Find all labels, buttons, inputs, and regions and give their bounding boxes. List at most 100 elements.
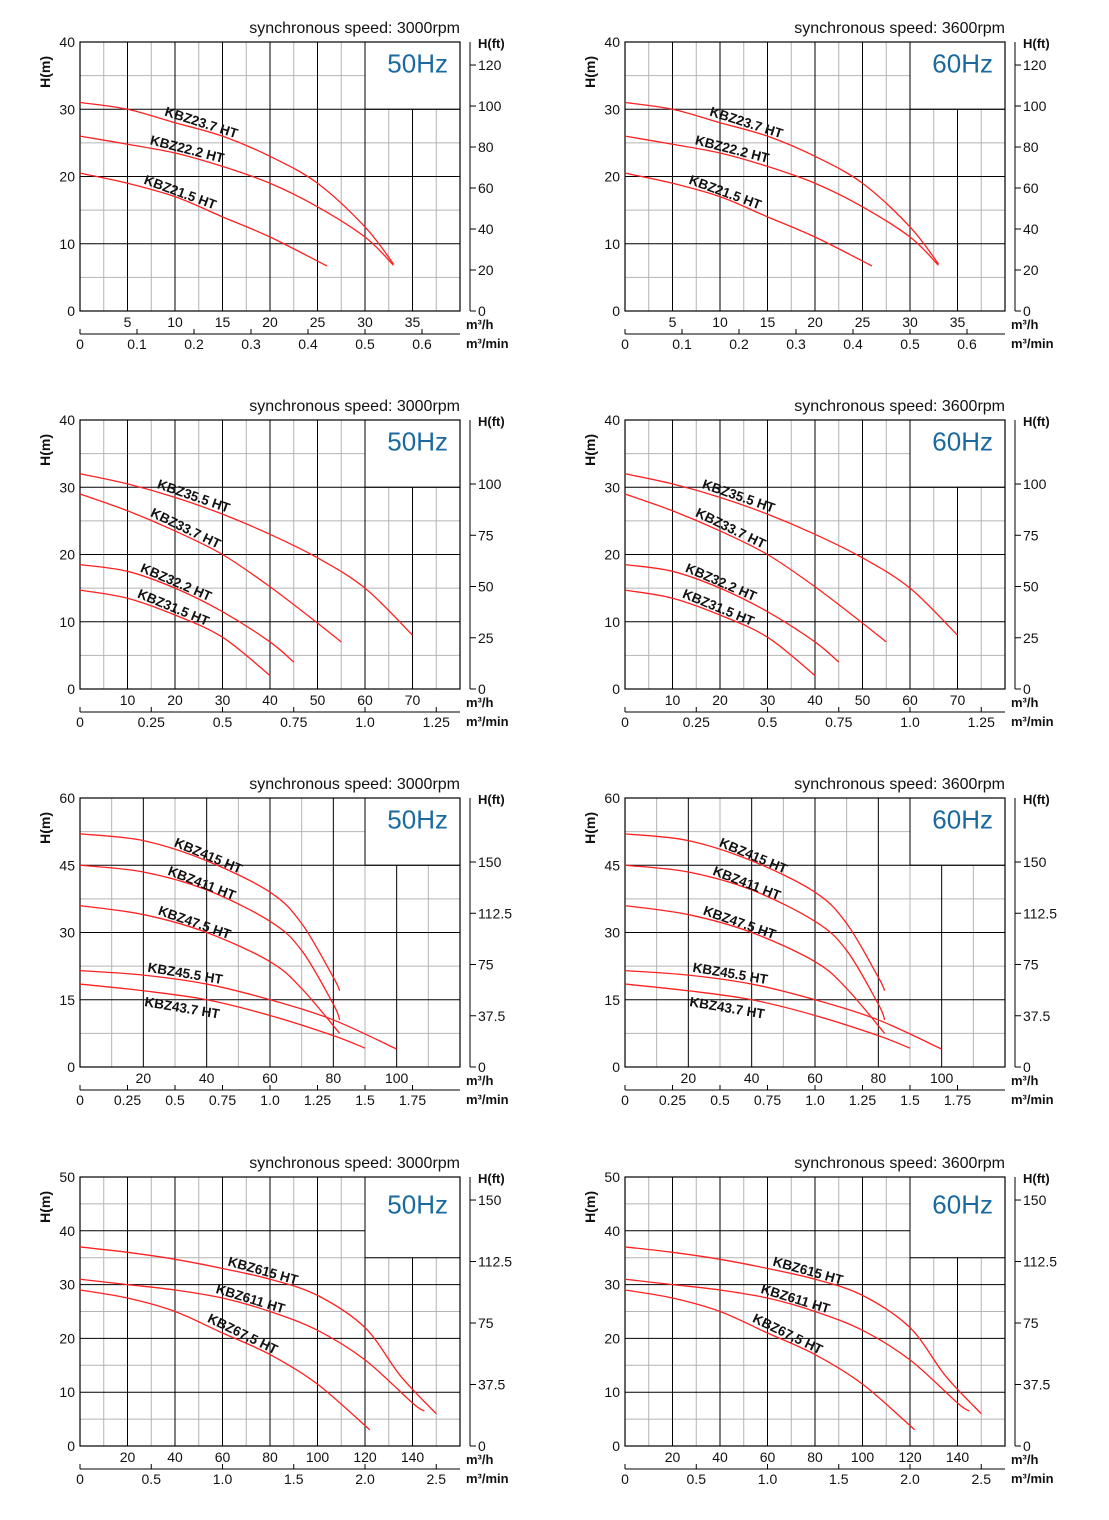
curve-label: KBZ615 HT bbox=[771, 1254, 845, 1288]
x-tick-label: 20 bbox=[120, 1449, 136, 1465]
x-unit2-label: m³/min bbox=[466, 1092, 509, 1107]
ft-tick-label: 112.5 bbox=[478, 905, 512, 921]
x-tick-label: 20 bbox=[262, 314, 278, 330]
ft-tick-label: 100 bbox=[478, 476, 502, 492]
ft-tick-label: 60 bbox=[478, 180, 494, 196]
ft-axis-label: H(ft) bbox=[478, 792, 505, 807]
y-tick-label: 10 bbox=[604, 614, 620, 630]
y-tick-label: 20 bbox=[59, 1330, 75, 1346]
curve-kbz67-5-ht bbox=[79, 1289, 371, 1431]
min-tick-label: 0.6 bbox=[412, 336, 432, 352]
y-tick-label: 40 bbox=[59, 34, 75, 50]
chart-0: 50Hz synchronous speed: 3000rpm H(m) 0 10 20 3… bbox=[37, 20, 509, 352]
curve-kbz611-ht bbox=[79, 1278, 425, 1412]
x-unit-label: m³/h bbox=[1011, 1452, 1039, 1467]
min-tick-label: 0.6 bbox=[957, 336, 977, 352]
x-tick-label: 35 bbox=[405, 314, 421, 330]
y-tick-label: 40 bbox=[59, 1223, 75, 1239]
min-tick-label: 0.25 bbox=[138, 714, 165, 730]
min-tick-label: 1.25 bbox=[423, 714, 450, 730]
y-axis-label: H(m) bbox=[37, 434, 53, 466]
frequency-badge: 60Hz bbox=[932, 48, 993, 78]
min-tick-label: 0 bbox=[76, 714, 84, 730]
x-tick-label: 70 bbox=[405, 692, 421, 708]
curve-kbz615-ht bbox=[79, 1246, 437, 1415]
y-tick-label: 40 bbox=[59, 412, 75, 428]
x-unit2-label: m³/min bbox=[466, 714, 509, 729]
y-tick-label: 10 bbox=[59, 1384, 75, 1400]
ft-tick-label: 112.5 bbox=[1023, 1254, 1057, 1270]
ft-tick-label: 120 bbox=[1023, 57, 1047, 73]
ft-tick-label: 0 bbox=[478, 1438, 486, 1454]
curve-kbz415-ht bbox=[624, 833, 886, 992]
ft-tick-label: 150 bbox=[1023, 854, 1047, 870]
curve-label: KBZ33.7 HT bbox=[693, 505, 768, 552]
ft-tick-label: 0 bbox=[1023, 303, 1031, 319]
min-tick-label: 1.25 bbox=[304, 1092, 331, 1108]
min-tick-label: 0.5 bbox=[687, 1471, 707, 1487]
curve-kbz67-5-ht bbox=[624, 1289, 916, 1431]
min-tick-label: 1.5 bbox=[284, 1471, 304, 1487]
ft-tick-label: 75 bbox=[478, 957, 494, 973]
curve-kbz21-5-ht bbox=[79, 172, 328, 267]
curve-label: KBZ47.5 HT bbox=[701, 903, 778, 942]
plot-frame bbox=[624, 41, 1006, 312]
curve-kbz415-ht bbox=[79, 833, 341, 992]
ft-tick-label: 150 bbox=[1023, 1192, 1047, 1208]
min-tick-label: 0.75 bbox=[209, 1092, 236, 1108]
ft-tick-label: 100 bbox=[1023, 98, 1047, 114]
min-tick-label: 0.2 bbox=[729, 336, 749, 352]
x-unit-label: m³/h bbox=[1011, 695, 1039, 710]
min-tick-label: 0.75 bbox=[280, 714, 307, 730]
min-tick-label: 0.5 bbox=[213, 714, 233, 730]
min-tick-label: 0 bbox=[76, 1092, 84, 1108]
y-tick-label: 0 bbox=[67, 303, 75, 319]
min-tick-label: 0.5 bbox=[355, 336, 375, 352]
ft-tick-label: 150 bbox=[478, 1192, 502, 1208]
y-axis-label: H(m) bbox=[582, 1191, 598, 1223]
x-tick-label: 25 bbox=[855, 314, 871, 330]
curve-kbz45-5-ht bbox=[79, 969, 397, 1050]
y-axis-label: H(m) bbox=[582, 434, 598, 466]
curve-kbz33-7-ht bbox=[624, 493, 887, 643]
ft-axis-label: H(ft) bbox=[1023, 414, 1050, 429]
x-tick-label: 10 bbox=[712, 314, 728, 330]
frequency-badge: 60Hz bbox=[932, 1189, 993, 1219]
curve-label: KBZ22.2 HT bbox=[149, 133, 227, 166]
y-tick-label: 10 bbox=[604, 236, 620, 252]
x-unit2-label: m³/min bbox=[1011, 1092, 1054, 1107]
curve-kbz31-5-ht bbox=[624, 589, 816, 677]
y-tick-label: 20 bbox=[604, 169, 620, 185]
frequency-badge: 50Hz bbox=[387, 804, 448, 834]
curve-kbz611-ht bbox=[624, 1278, 970, 1412]
frequency-badge: 50Hz bbox=[387, 48, 448, 78]
min-tick-label: 0.75 bbox=[825, 714, 852, 730]
curve-kbz33-7-ht bbox=[79, 493, 342, 643]
chart-title: synchronous speed: 3600rpm bbox=[794, 20, 1005, 37]
curve-kbz21-5-ht bbox=[624, 172, 873, 267]
y-tick-label: 0 bbox=[612, 303, 620, 319]
plot-frame bbox=[79, 1176, 461, 1447]
ft-tick-label: 0 bbox=[478, 681, 486, 697]
y-tick-label: 0 bbox=[67, 1059, 75, 1075]
x-tick-label: 20 bbox=[807, 314, 823, 330]
x-unit-label: m³/h bbox=[466, 695, 494, 710]
y-tick-label: 20 bbox=[604, 547, 620, 563]
x-tick-label: 30 bbox=[902, 314, 918, 330]
x-tick-label: 100 bbox=[385, 1070, 409, 1086]
x-unit-label: m³/h bbox=[1011, 1073, 1039, 1088]
curve-kbz22-2-ht bbox=[624, 135, 939, 266]
x-tick-label: 20 bbox=[167, 692, 183, 708]
y-axis-label: H(m) bbox=[582, 56, 598, 88]
x-tick-label: 15 bbox=[215, 314, 231, 330]
x-tick-label: 80 bbox=[326, 1070, 342, 1086]
x-unit2-label: m³/min bbox=[1011, 336, 1054, 351]
curve-label: KBZ33.7 HT bbox=[148, 505, 223, 552]
curve-label: KBZ67,5 HT bbox=[750, 1311, 825, 1358]
y-tick-label: 30 bbox=[59, 925, 75, 941]
ft-tick-label: 40 bbox=[478, 221, 494, 237]
min-tick-label: 0.3 bbox=[786, 336, 806, 352]
min-tick-label: 1.0 bbox=[260, 1092, 280, 1108]
min-tick-label: 0.4 bbox=[298, 336, 318, 352]
x-unit2-label: m³/min bbox=[1011, 714, 1054, 729]
